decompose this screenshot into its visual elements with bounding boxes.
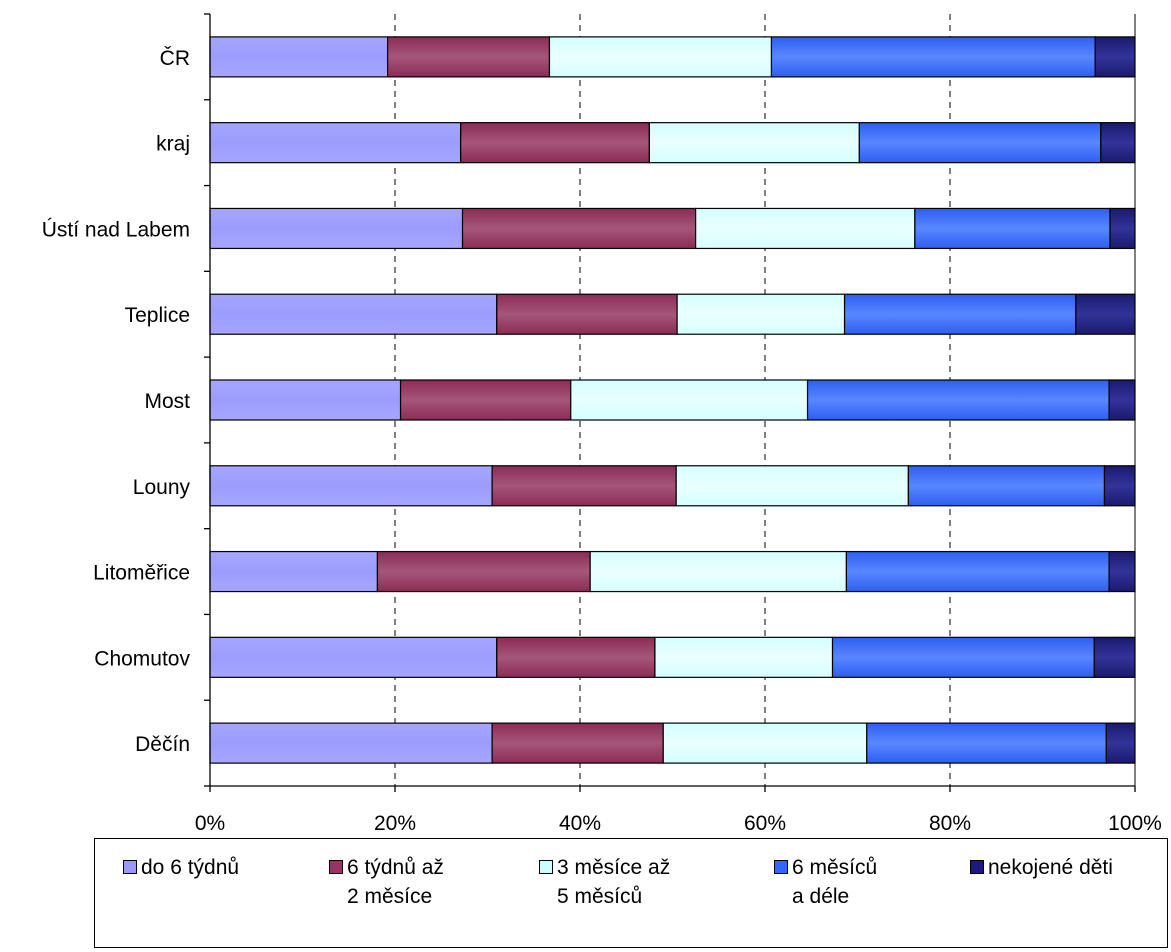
bar-segment	[1103, 465, 1136, 507]
bar-segment	[1108, 379, 1136, 421]
legend-swatch	[774, 860, 788, 874]
bar-segment	[914, 207, 1111, 250]
bar-segment	[496, 636, 656, 678]
category-label: Teplice	[125, 304, 190, 327]
category-label: Chomutov	[94, 647, 190, 670]
bar-segment	[831, 636, 1095, 678]
bar-segment	[209, 722, 493, 764]
x-tick-label: 80%	[929, 812, 971, 830]
bar-segment	[209, 122, 462, 164]
category-label: Děčín	[135, 733, 190, 756]
bar-segment	[1075, 293, 1136, 335]
bar-segment	[460, 122, 650, 164]
x-tick-label: 20%	[374, 812, 416, 830]
bar-segment	[209, 379, 402, 421]
legend-swatch	[329, 860, 343, 874]
category-label: ČR	[160, 47, 190, 70]
category-label: Louny	[133, 476, 191, 499]
legend-swatch	[970, 860, 984, 874]
bar-segment	[496, 293, 678, 335]
bar-segment	[209, 636, 498, 678]
bar-segment	[589, 550, 847, 593]
bar-segment	[399, 379, 572, 421]
bar-segment	[1094, 36, 1136, 78]
category-label: Litoměřice	[93, 562, 190, 585]
legend-label: 6 měsíců a déle	[792, 856, 878, 908]
bar-segment	[1105, 722, 1136, 764]
category-label: Ústí nad Labem	[42, 218, 190, 241]
category-label: kraj	[156, 133, 190, 156]
legend-label: nekojené děti	[988, 856, 1113, 879]
bars	[209, 36, 1136, 764]
bar-segment	[675, 465, 909, 507]
legend-item: do 6 týdnů	[123, 853, 239, 882]
x-tick-label: 0%	[195, 812, 225, 830]
bar-segment	[548, 36, 773, 78]
bar-segment	[209, 550, 379, 593]
bar-segment	[491, 722, 664, 764]
bar-segment	[858, 122, 1102, 164]
bar-segment	[806, 379, 1110, 421]
bar-segment	[461, 207, 697, 250]
legend-swatch	[539, 860, 553, 874]
bar-segment	[648, 122, 860, 164]
bar-segment	[676, 293, 846, 335]
bar-segment	[1100, 122, 1136, 164]
bar-segment	[1109, 207, 1136, 250]
bar-segment	[209, 293, 498, 335]
legend-label: do 6 týdnů	[141, 856, 240, 879]
legend-swatch	[123, 860, 137, 874]
legend-item: nekojené děti	[970, 853, 1113, 882]
bar-segment	[845, 550, 1110, 593]
x-tick-label: 60%	[744, 812, 786, 830]
legend-item: 6 měsíců a déle	[774, 853, 877, 911]
bar-segment	[695, 207, 916, 250]
bar-segment	[907, 465, 1106, 507]
bar-segment	[209, 207, 464, 250]
legend: do 6 týdnů 6 týdnů až 2 měsíce 3 měsíce až…	[94, 838, 1168, 948]
bar-segment	[376, 550, 591, 593]
legend-label: 3 měsíce až 5 měsíců	[557, 856, 671, 908]
stacked-bar-chart: ČR kraj Ústí nad Labem Teplice Most Louny Lito…	[42, 13, 1162, 830]
bar-segment	[654, 636, 834, 678]
x-tick-label: 100%	[1108, 812, 1162, 830]
bar-segment	[662, 722, 868, 764]
x-tick-label: 40%	[559, 812, 601, 830]
legend-item: 3 měsíce až 5 měsíců	[539, 853, 670, 911]
bar-segment	[770, 36, 1096, 78]
category-label: Most	[144, 390, 190, 413]
bar-segment	[843, 293, 1077, 335]
bar-segment	[209, 465, 493, 507]
axes	[204, 13, 1136, 792]
legend-item: 6 týdnů až 2 měsíce	[329, 853, 444, 911]
bar-segment	[1108, 550, 1136, 593]
labels: ČR kraj Ústí nad Labem Teplice Most Louny Lito…	[42, 47, 1162, 830]
legend-label: 6 týdnů až 2 měsíce	[347, 856, 444, 908]
bar-segment	[491, 465, 677, 507]
bar-segment	[209, 36, 389, 78]
bar-segment	[387, 36, 551, 78]
bar-segment	[866, 722, 1107, 764]
bar-segment	[1093, 636, 1136, 678]
bar-segment	[570, 379, 809, 421]
